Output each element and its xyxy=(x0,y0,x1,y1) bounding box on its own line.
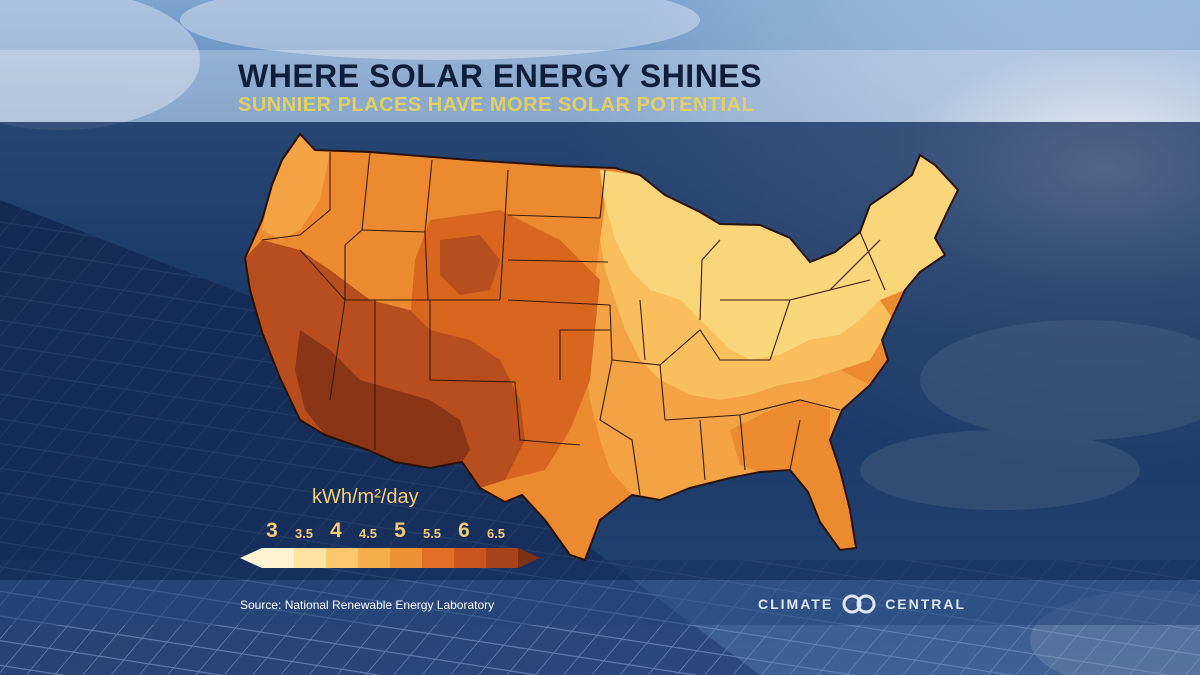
region-southeast-mid xyxy=(730,400,856,550)
source-credit: Source: National Renewable Energy Labora… xyxy=(240,598,495,612)
state-border xyxy=(699,239,721,321)
state-border xyxy=(424,159,433,233)
state-border xyxy=(299,152,331,236)
page-title: WHERE SOLAR ENERGY SHINES xyxy=(238,58,762,94)
page-subtitle: SUNNIER PLACES HAVE MORE SOLAR POTENTIAL xyxy=(238,94,755,116)
region-midatlantic-lowmid xyxy=(600,205,892,400)
colorbar-arrow-high xyxy=(518,548,540,568)
legend-tick-label: 4 xyxy=(330,519,342,542)
state-border xyxy=(514,381,581,446)
linked-circles-icon xyxy=(842,594,876,614)
state-border xyxy=(261,234,301,241)
region-southwest-veryhigh xyxy=(295,330,470,468)
colorbar-segment xyxy=(326,548,358,568)
state-border xyxy=(769,279,871,361)
legend-tick-label: 6.5 xyxy=(486,526,506,541)
legend-tick-label: 5.5 xyxy=(422,526,442,541)
legend-tick-label: 3 xyxy=(266,519,278,542)
state-border xyxy=(699,419,706,481)
state-border xyxy=(664,399,841,421)
state-border xyxy=(659,329,770,366)
state-border xyxy=(507,214,601,219)
legend-tick-label: 5 xyxy=(394,519,406,542)
state-border xyxy=(599,419,641,496)
colorbar-segment xyxy=(390,548,422,568)
state-border xyxy=(599,169,606,219)
colorbar-segment xyxy=(262,548,294,568)
brand-right: CENTRAL xyxy=(885,596,967,612)
colorbar-segment xyxy=(422,548,454,568)
state-border xyxy=(559,329,610,380)
state-border xyxy=(507,259,609,263)
state-border xyxy=(499,169,509,301)
footer-band xyxy=(0,580,1200,625)
state-border xyxy=(789,419,801,471)
region-northeast-low xyxy=(600,155,958,360)
legend-tick-label: 4.5 xyxy=(358,526,378,541)
colorbar-segment xyxy=(486,548,518,568)
state-border xyxy=(739,414,746,471)
header-band xyxy=(0,50,1200,122)
legend-tick-label: 3.5 xyxy=(294,526,314,541)
colorbar-segment xyxy=(358,548,390,568)
colorbar-segment xyxy=(294,548,326,568)
region-rockies-high xyxy=(440,235,500,295)
legend-unit: kWh/m²/day xyxy=(312,486,419,508)
state-border xyxy=(299,249,346,401)
us-outline xyxy=(243,132,960,562)
state-border xyxy=(639,299,646,361)
climate-central-logo: CLIMATE CENTRAL xyxy=(758,594,966,614)
legend-tick-label: 6 xyxy=(458,519,470,542)
region-northwest-low xyxy=(262,134,330,240)
colorbar-segment xyxy=(454,548,486,568)
state-border xyxy=(829,239,881,291)
brand-left: CLIMATE xyxy=(758,596,834,612)
state-border xyxy=(859,231,886,291)
state-border xyxy=(507,299,611,306)
state-border xyxy=(361,229,500,301)
state-border xyxy=(429,300,516,383)
colorbar-arrow-low xyxy=(240,548,262,568)
